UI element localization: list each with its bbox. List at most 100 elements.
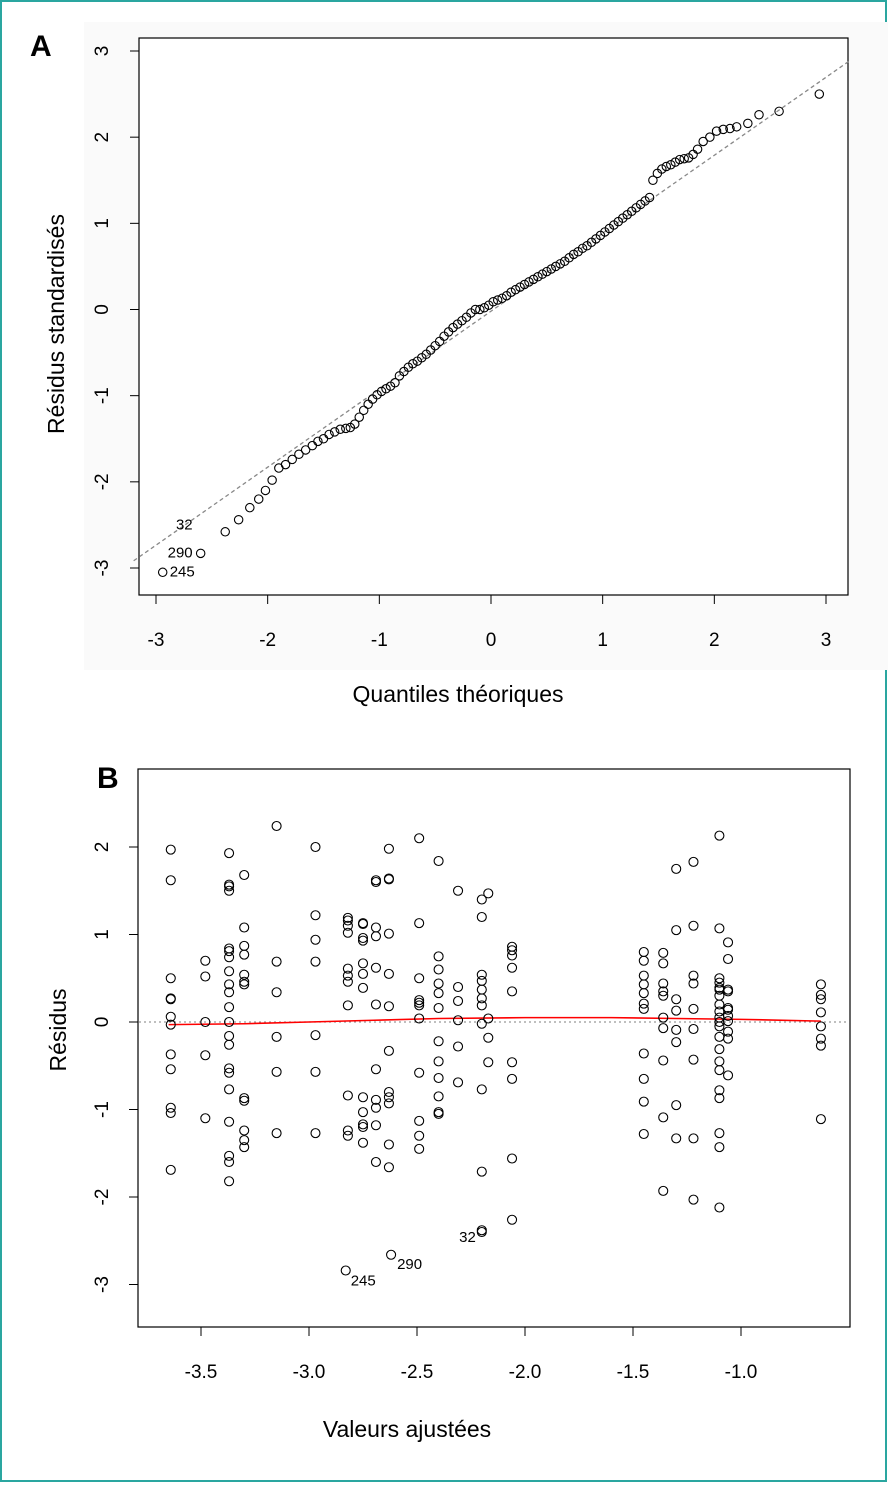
panel-b-point-26 — [224, 987, 235, 998]
panel-a-point-106 — [754, 110, 764, 120]
panel-a-point-53 — [492, 295, 503, 305]
panel-b-point-184 — [671, 925, 682, 936]
panel-b-point-140 — [476, 969, 487, 980]
panel-a-point-18 — [335, 424, 345, 435]
panel-a-point-30 — [390, 377, 400, 388]
panel-b-point-133 — [452, 981, 464, 993]
panel-b-point-232 — [815, 979, 826, 990]
panel-a-x-axis-label: Quantiles théoriques — [353, 681, 564, 707]
panel-a-point-105 — [743, 118, 753, 129]
panel-b-point-109 — [414, 833, 425, 844]
panel-b-point-197 — [688, 1054, 699, 1065]
panel-b-point-230 — [722, 1033, 734, 1044]
panel-b-point-207 — [714, 999, 725, 1010]
panel-b-point-190 — [671, 1133, 682, 1144]
panel-b-point-236 — [815, 1021, 826, 1032]
panel-b-point-33 — [224, 1084, 235, 1095]
panel-a-y-axis: -3 -2 -1 0 1 2 3 — [92, 46, 139, 576]
panel-a-point-21 — [350, 419, 360, 429]
panel-a-reference-line — [133, 61, 849, 562]
panel-b-point-119 — [414, 1143, 425, 1154]
panel-b-point-72 — [342, 1125, 353, 1136]
panel-a-point-17 — [329, 427, 340, 437]
panel-b-point-168 — [638, 1003, 649, 1014]
panel-b-point-166 — [638, 988, 649, 999]
panel-b-point-19 — [224, 881, 235, 892]
panel-b-point-43 — [239, 976, 250, 987]
panel-b-y-tick-label: -1 — [92, 1101, 113, 1118]
panel-b-point-63 — [342, 912, 353, 923]
panel-b-point-201 — [714, 923, 725, 934]
panel-b-letter: B — [97, 762, 119, 795]
panel-a-point-1 — [195, 548, 206, 559]
panel-b-point-104 — [383, 1086, 394, 1098]
panel-b-point-112 — [414, 995, 425, 1006]
panel-b-y-tick-label: 2 — [92, 842, 113, 853]
panel-b-point-200 — [714, 830, 725, 841]
panel-a-point-16 — [324, 429, 334, 440]
panel-b-point-97 — [383, 843, 394, 854]
panel-a-y-tick-label: 2 — [92, 132, 113, 143]
panel-b-point-77 — [357, 935, 369, 946]
panel-b-point-134 — [452, 995, 464, 1007]
panel-b-point-6 — [165, 1019, 176, 1030]
panel-b-annotation-245: 245 — [351, 1273, 376, 1290]
panel-b-points — [165, 820, 826, 1276]
panel-b-point-111 — [414, 973, 425, 984]
panel-b-point-135 — [452, 1015, 464, 1026]
panel-b-point-46 — [239, 1095, 250, 1106]
panel-a-point-5 — [253, 494, 264, 504]
panel-b-point-195 — [688, 1003, 699, 1014]
panel-b-point-122 — [433, 964, 444, 975]
panel-b-point-39 — [239, 922, 250, 933]
panel-b-point-193 — [688, 970, 699, 981]
panel-a-point-87 — [644, 192, 655, 203]
panel-b-point-44 — [239, 979, 250, 990]
panel-b-point-101 — [383, 968, 394, 979]
panel-b-x-axis-label: Valeurs ajustées — [323, 1416, 491, 1442]
panel-b-point-171 — [638, 1096, 649, 1107]
panel-b-point-108 — [383, 1162, 394, 1173]
panel-a-point-19 — [341, 423, 351, 434]
panel-b-point-7 — [165, 1049, 176, 1060]
panel-b-point-91 — [370, 999, 382, 1010]
panel-b-point-13 — [200, 971, 211, 982]
panel-a-annotations: 32 290 245 — [168, 517, 195, 581]
panel-b-point-62 — [310, 1128, 321, 1139]
panel-b-point-229 — [722, 1026, 734, 1037]
panel-b-point-113 — [414, 997, 425, 1008]
panel-b-point-47 — [239, 1125, 250, 1136]
panel-b-point-189 — [671, 1100, 682, 1111]
panel-b-point-124 — [433, 988, 444, 999]
panel-b-y-axis: -3 -2 -1 0 1 2 — [92, 842, 139, 1293]
panel-a-point-49 — [475, 304, 485, 315]
panel-b-point-12 — [200, 955, 211, 966]
panel-b-point-163 — [638, 955, 649, 966]
panel-b-point-68 — [342, 970, 353, 981]
panel-b-annotations: 245 290 32 — [351, 1229, 476, 1290]
panel-b-point-125 — [433, 1002, 444, 1014]
panel-b-point-56 — [310, 841, 321, 853]
panel-b-point-75 — [357, 918, 369, 930]
panel-b-point-150 — [483, 1013, 494, 1024]
panel-b-point-41 — [239, 949, 250, 960]
panel-b-point-9 — [165, 1102, 176, 1113]
panel-b-point-146 — [476, 1084, 487, 1095]
panel-b-point-132 — [452, 885, 464, 896]
panel-b-point-25 — [224, 979, 235, 990]
panel-b-point-183 — [671, 863, 682, 874]
panel-b-point-71 — [342, 1090, 353, 1101]
panel-a-x-tick-label: 1 — [597, 630, 608, 651]
panel-b-point-85 — [357, 1137, 369, 1148]
panel-b-point-80 — [357, 982, 369, 993]
panel-b-smooth-curve — [168, 1016, 821, 1026]
panel-a-point-108 — [814, 89, 825, 99]
panel-b-point-235 — [815, 1007, 826, 1018]
panel-a-point-104 — [731, 122, 742, 132]
panel-b-point-182 — [658, 1185, 669, 1196]
panel-b-point-8 — [165, 1064, 176, 1075]
panel-b-point-187 — [671, 1024, 682, 1035]
panel-a-point-91 — [661, 161, 672, 172]
panel-b-point-213 — [714, 1044, 725, 1055]
panel-b-point-128 — [433, 1072, 444, 1084]
